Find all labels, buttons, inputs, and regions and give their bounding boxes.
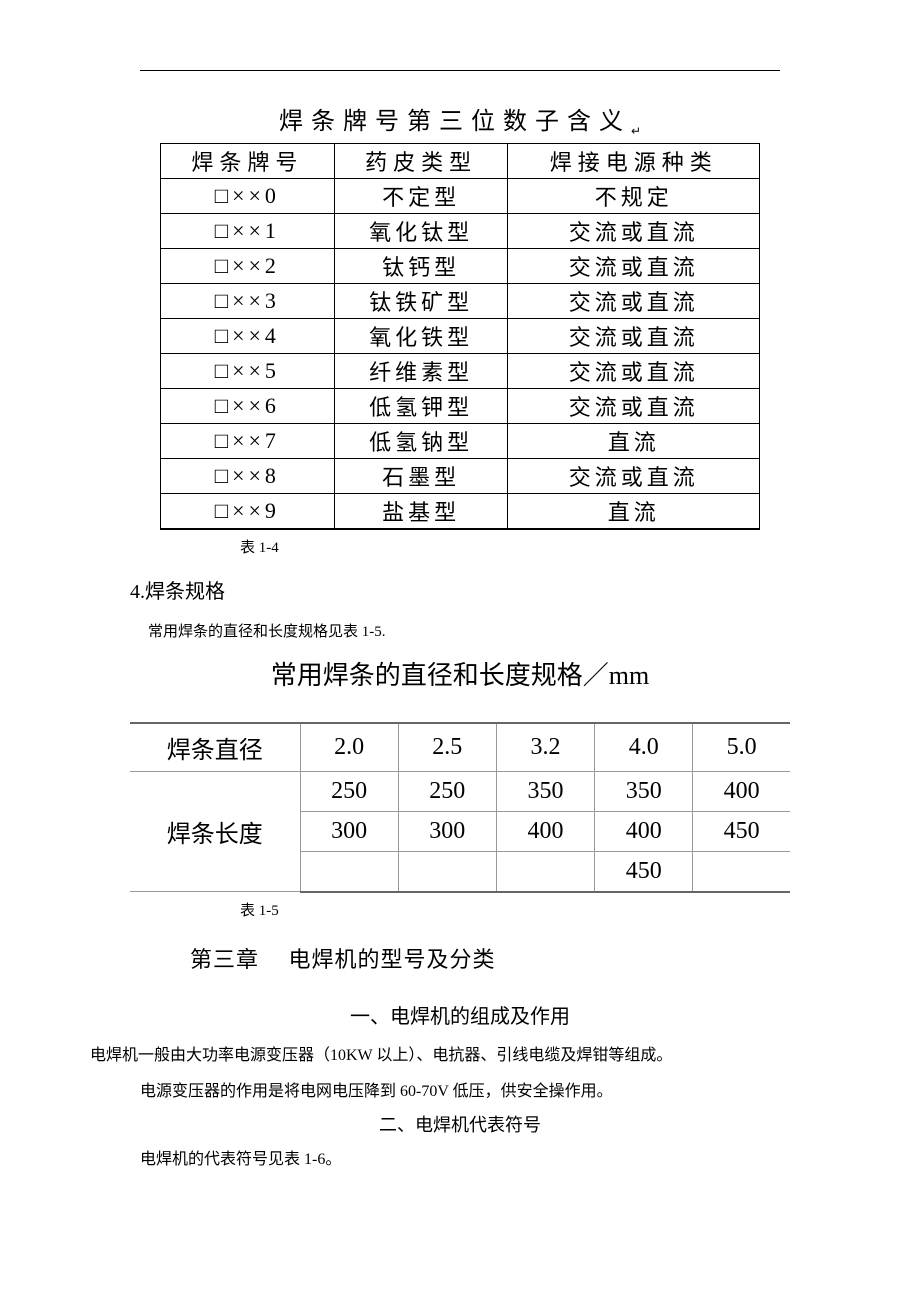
cell: 2.0 [300,723,398,772]
body-text: 电源变压器的作用是将电网电压降到 60-70V 低压，供安全操作用。 [140,1077,790,1101]
subheading-1: 一、电焊机的组成及作用 [130,1000,790,1029]
table-1-4: 焊条牌号 药皮类型 焊接电源种类 □××0不定型不规定 □××1氧化钛型交流或直… [160,143,760,530]
cell [693,851,790,892]
table-header-row: 焊条牌号 药皮类型 焊接电源种类 [161,143,760,178]
cell: □××9 [161,493,335,529]
cell: □××8 [161,458,335,493]
cell: 400 [693,771,790,811]
table-row: □××7低氢钠型直流 [161,423,760,458]
cell: 5.0 [693,723,790,772]
cell: □××4 [161,318,335,353]
cell: 250 [398,771,496,811]
table-row: □××2钛钙型交流或直流 [161,248,760,283]
table1-title: 焊条牌号第三位数子含义↵ [130,101,790,139]
cell: □××7 [161,423,335,458]
cell: 不规定 [508,178,760,213]
cell: 交流或直流 [508,353,760,388]
table-row: □××8石墨型交流或直流 [161,458,760,493]
cell: □××6 [161,388,335,423]
table-row: □××4氧化铁型交流或直流 [161,318,760,353]
cell: □××2 [161,248,335,283]
cell: 4.0 [595,723,693,772]
table1-caption: 表 1-4 [240,536,790,557]
table-row: □××9盐基型直流 [161,493,760,529]
table1-title-text: 焊条牌号第三位数子含义 [279,109,631,135]
cell: □××3 [161,283,335,318]
cell: 直流 [508,493,760,529]
document-page: 焊条牌号第三位数子含义↵ 焊条牌号 药皮类型 焊接电源种类 □××0不定型不规定… [0,0,920,1169]
table-row: 焊条长度 250 250 350 350 400 [130,771,790,811]
cell: 钛铁矿型 [334,283,508,318]
cell: 300 [398,811,496,851]
cell: 交流或直流 [508,388,760,423]
cell: 交流或直流 [508,283,760,318]
body-text: 电焊机的代表符号见表 1-6。 [140,1145,790,1169]
return-glyph: ↵ [631,124,641,138]
top-rule [140,70,780,71]
body-text: 电焊机一般由大功率电源变压器（10KW 以上）、电抗器、引线电缆及焊钳等组成。 [90,1041,790,1065]
th-col3: 焊接电源种类 [508,143,760,178]
cell: 交流或直流 [508,213,760,248]
cell: 盐基型 [334,493,508,529]
cell: 350 [496,771,594,811]
table-row: □××6低氢钾型交流或直流 [161,388,760,423]
table-1-5: 焊条直径 2.0 2.5 3.2 4.0 5.0 焊条长度 250 250 35… [130,722,790,893]
cell: 交流或直流 [508,318,760,353]
cell: 交流或直流 [508,248,760,283]
cell: □××0 [161,178,335,213]
cell: 不定型 [334,178,508,213]
table2-title: 常用焊条的直径和长度规格／mm [130,655,790,692]
th-col2: 药皮类型 [334,143,508,178]
cell: 400 [595,811,693,851]
row-label-diameter: 焊条直径 [130,723,300,772]
cell: 2.5 [398,723,496,772]
table-row: □××1氧化钛型交流或直流 [161,213,760,248]
cell: 450 [595,851,693,892]
cell: 氧化铁型 [334,318,508,353]
cell: 钛钙型 [334,248,508,283]
cell: □××5 [161,353,335,388]
row-label-length: 焊条长度 [130,771,300,892]
cell: 石墨型 [334,458,508,493]
cell: 低氢钠型 [334,423,508,458]
cell: 250 [300,771,398,811]
cell: 300 [300,811,398,851]
cell [398,851,496,892]
cell: 氧化钛型 [334,213,508,248]
cell: 350 [595,771,693,811]
section-heading: 4.焊条规格 [130,575,790,604]
cell: 交流或直流 [508,458,760,493]
cell: 400 [496,811,594,851]
section-note: 常用焊条的直径和长度规格见表 1-5. [148,620,790,641]
table-row: □××0不定型不规定 [161,178,760,213]
cell [496,851,594,892]
cell [300,851,398,892]
cell: 3.2 [496,723,594,772]
table-row: □××3钛铁矿型交流或直流 [161,283,760,318]
table-row: □××5纤维素型交流或直流 [161,353,760,388]
cell: 直流 [508,423,760,458]
table-row: 焊条直径 2.0 2.5 3.2 4.0 5.0 [130,723,790,772]
table2-caption: 表 1-5 [240,899,790,920]
chapter-title: 第三章 电焊机的型号及分类 [190,942,790,974]
th-col1: 焊条牌号 [161,143,335,178]
cell: □××1 [161,213,335,248]
cell: 450 [693,811,790,851]
cell: 低氢钾型 [334,388,508,423]
cell: 纤维素型 [334,353,508,388]
subheading-2: 二、电焊机代表符号 [130,1111,790,1137]
